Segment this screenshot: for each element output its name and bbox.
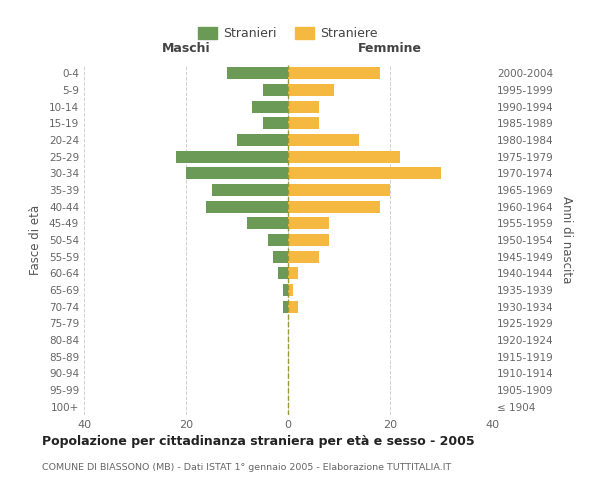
Bar [237, 134, 288, 146]
Bar [288, 118, 319, 130]
Bar [212, 184, 288, 196]
Bar [268, 234, 288, 246]
Bar [263, 84, 288, 96]
Legend: Stranieri, Straniere: Stranieri, Straniere [193, 22, 383, 45]
Bar [247, 218, 288, 230]
Text: Femmine: Femmine [358, 42, 422, 54]
Y-axis label: Anni di nascita: Anni di nascita [560, 196, 573, 284]
Bar [288, 184, 390, 196]
Bar [288, 68, 380, 80]
Bar [288, 218, 329, 230]
Bar [283, 300, 288, 312]
Bar [288, 134, 359, 146]
Text: COMUNE DI BIASSONO (MB) - Dati ISTAT 1° gennaio 2005 - Elaborazione TUTTITALIA.I: COMUNE DI BIASSONO (MB) - Dati ISTAT 1° … [42, 462, 451, 471]
Bar [186, 168, 288, 179]
Bar [288, 168, 441, 179]
Bar [288, 268, 298, 280]
Bar [263, 118, 288, 130]
Bar [227, 68, 288, 80]
Bar [253, 100, 288, 112]
Text: Maschi: Maschi [161, 42, 211, 54]
Bar [176, 150, 288, 162]
Bar [288, 250, 319, 262]
Bar [288, 100, 319, 112]
Bar [283, 284, 288, 296]
Bar [288, 84, 334, 96]
Bar [288, 234, 329, 246]
Bar [288, 284, 293, 296]
Bar [288, 200, 380, 212]
Bar [288, 150, 400, 162]
Bar [278, 268, 288, 280]
Text: Popolazione per cittadinanza straniera per età e sesso - 2005: Popolazione per cittadinanza straniera p… [42, 435, 475, 448]
Y-axis label: Fasce di età: Fasce di età [29, 205, 42, 275]
Bar [206, 200, 288, 212]
Bar [272, 250, 288, 262]
Bar [288, 300, 298, 312]
